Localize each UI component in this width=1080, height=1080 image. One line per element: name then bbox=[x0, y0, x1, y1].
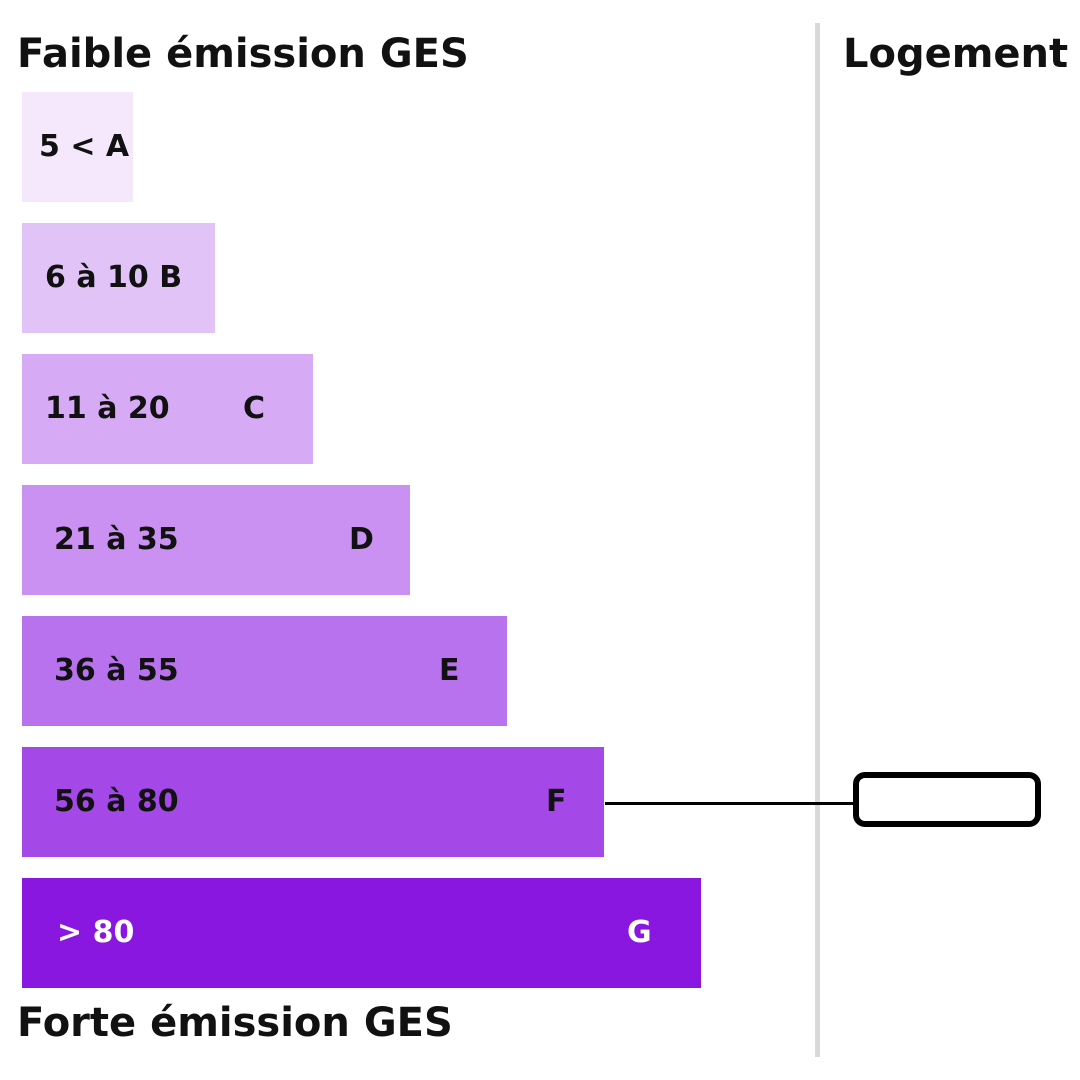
ges-bar-class-letter: G bbox=[627, 915, 652, 950]
ges-bar-g: > 80 G bbox=[22, 878, 701, 988]
housing-result-box bbox=[853, 772, 1041, 827]
ges-bar-range-label: 21 à 35 bbox=[54, 522, 179, 557]
ges-bar-range-label: > 80 bbox=[57, 915, 135, 950]
ges-bar-a: 5 < A bbox=[22, 92, 133, 202]
ges-bar-e: 36 à 55 E bbox=[22, 616, 507, 726]
ges-bar-range-label: 36 à 55 bbox=[54, 653, 179, 688]
ges-bar-range-label: 5 < A bbox=[39, 129, 130, 164]
column-divider bbox=[815, 23, 820, 1057]
ges-bar-class-letter: C bbox=[243, 391, 266, 426]
ges-bar-class-letter: E bbox=[439, 653, 460, 688]
ges-bar-class-letter: F bbox=[546, 784, 567, 819]
high-emission-heading: Forte émission GES bbox=[17, 1000, 453, 1046]
ges-bar-f: 56 à 80 F bbox=[22, 747, 604, 857]
ges-bar-class-letter: D bbox=[349, 522, 374, 557]
ges-bar-range-label: 56 à 80 bbox=[54, 784, 179, 819]
ges-bar-d: 21 à 35 D bbox=[22, 485, 410, 595]
ges-bar-c: 11 à 20 C bbox=[22, 354, 313, 464]
ges-bar-range-label: 11 à 20 bbox=[45, 391, 170, 426]
housing-heading: Logement bbox=[843, 31, 1069, 77]
ges-bar-b: 6 à 10 B bbox=[22, 223, 215, 333]
ges-bar-range-label: 6 à 10 B bbox=[45, 260, 183, 295]
low-emission-heading: Faible émission GES bbox=[17, 31, 469, 77]
result-connector-line bbox=[605, 802, 855, 805]
